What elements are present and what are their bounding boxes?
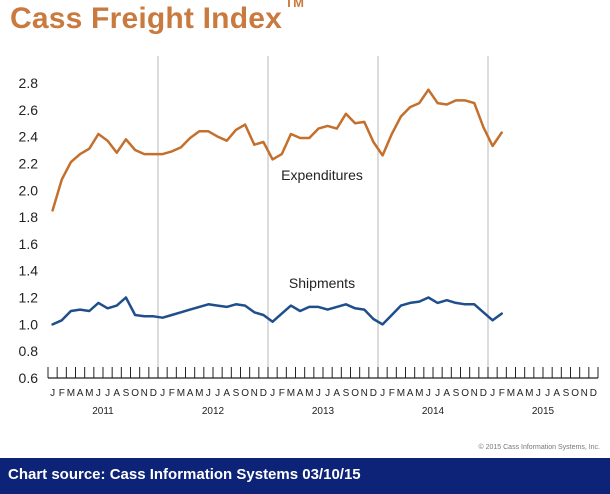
year-label: 2011 <box>92 406 114 417</box>
month-label: J <box>160 388 165 399</box>
y-tick-label: 1.0 <box>19 316 39 332</box>
month-label: J <box>105 388 110 399</box>
month-label: M <box>287 388 295 399</box>
month-label: A <box>113 388 120 399</box>
month-label: J <box>490 388 495 399</box>
y-tick-label: 1.6 <box>19 236 39 252</box>
month-label: O <box>131 388 139 399</box>
month-label: S <box>233 388 240 399</box>
month-label: J <box>206 388 211 399</box>
year-labels: 2011 2012 2013 2014 2015 <box>92 406 554 417</box>
month-label: F <box>389 388 395 399</box>
y-axis-tick-labels: 0.6 0.8 1.0 1.2 1.4 1.6 1.8 2.0 2.2 2.4 2.6 2.8 <box>19 75 39 386</box>
series-labels: Expenditures Shipments <box>281 167 363 291</box>
y-tick-label: 2.0 <box>19 182 39 198</box>
month-label: N <box>361 388 368 399</box>
month-label: J <box>380 388 385 399</box>
month-label: N <box>251 388 258 399</box>
shipments-label: Shipments <box>289 275 355 291</box>
month-label: F <box>499 388 505 399</box>
x-axis <box>48 367 598 378</box>
month-label: S <box>453 388 460 399</box>
month-label: J <box>325 388 330 399</box>
month-label: O <box>571 388 579 399</box>
expenditures-label: Expenditures <box>281 167 363 183</box>
y-tick-label: 0.6 <box>19 370 39 386</box>
y-tick-label: 2.8 <box>19 75 39 91</box>
month-label: J <box>270 388 275 399</box>
month-label: D <box>260 388 267 399</box>
month-label: A <box>77 388 84 399</box>
month-label: A <box>297 388 304 399</box>
month-label: N <box>141 388 148 399</box>
month-label: M <box>177 388 185 399</box>
month-label: A <box>517 388 524 399</box>
month-label: J <box>215 388 220 399</box>
month-label: D <box>370 388 377 399</box>
month-label: S <box>343 388 350 399</box>
y-tick-label: 0.8 <box>19 343 39 359</box>
month-label: D <box>590 388 597 399</box>
series-lines <box>53 90 502 325</box>
month-label: S <box>123 388 130 399</box>
source-text: Chart source: Cass Information Systems 0… <box>8 466 361 483</box>
month-label: M <box>397 388 405 399</box>
expenditures-line <box>53 90 502 211</box>
freight-index-chart: 0.60.81.01.21.41.61.82.02.22.42.62.8 JFM… <box>0 0 610 494</box>
month-label: M <box>305 388 313 399</box>
month-label: S <box>563 388 570 399</box>
year-label: 2014 <box>422 406 445 417</box>
month-label: A <box>223 388 230 399</box>
month-label: O <box>461 388 469 399</box>
y-tick-label: 1.2 <box>19 290 39 306</box>
month-label: D <box>480 388 487 399</box>
month-label: A <box>187 388 194 399</box>
month-label: O <box>351 388 359 399</box>
month-label: M <box>67 388 75 399</box>
month-label: J <box>435 388 440 399</box>
month-label: J <box>545 388 550 399</box>
month-label: A <box>333 388 340 399</box>
month-label: J <box>96 388 101 399</box>
y-tick-label: 2.6 <box>19 102 39 118</box>
month-label: M <box>507 388 515 399</box>
y-tick-label: 2.4 <box>19 129 39 145</box>
year-label: 2013 <box>312 406 335 417</box>
copyright-notice: © 2015 Cass Information Systems, Inc. <box>479 444 601 451</box>
month-label: N <box>581 388 588 399</box>
month-label: N <box>471 388 478 399</box>
month-label: O <box>241 388 249 399</box>
month-label: A <box>443 388 450 399</box>
month-label: J <box>536 388 541 399</box>
month-label: M <box>195 388 203 399</box>
month-label: J <box>316 388 321 399</box>
month-label: A <box>407 388 414 399</box>
month-label: F <box>59 388 65 399</box>
month-label: J <box>426 388 431 399</box>
month-label: M <box>85 388 93 399</box>
month-label: D <box>150 388 157 399</box>
year-label: 2012 <box>202 406 225 417</box>
shipments-line <box>53 298 502 325</box>
month-label: M <box>415 388 423 399</box>
month-label: M <box>525 388 533 399</box>
month-label: F <box>169 388 175 399</box>
y-tick-label: 1.4 <box>19 263 39 279</box>
y-tick-label: 1.8 <box>19 209 39 225</box>
month-label: F <box>279 388 285 399</box>
month-label: J <box>50 388 55 399</box>
month-label: A <box>553 388 560 399</box>
y-tick-label: 2.2 <box>19 155 39 171</box>
source-banner: Chart source: Cass Information Systems 0… <box>0 458 610 494</box>
year-label: 2015 <box>532 406 555 417</box>
